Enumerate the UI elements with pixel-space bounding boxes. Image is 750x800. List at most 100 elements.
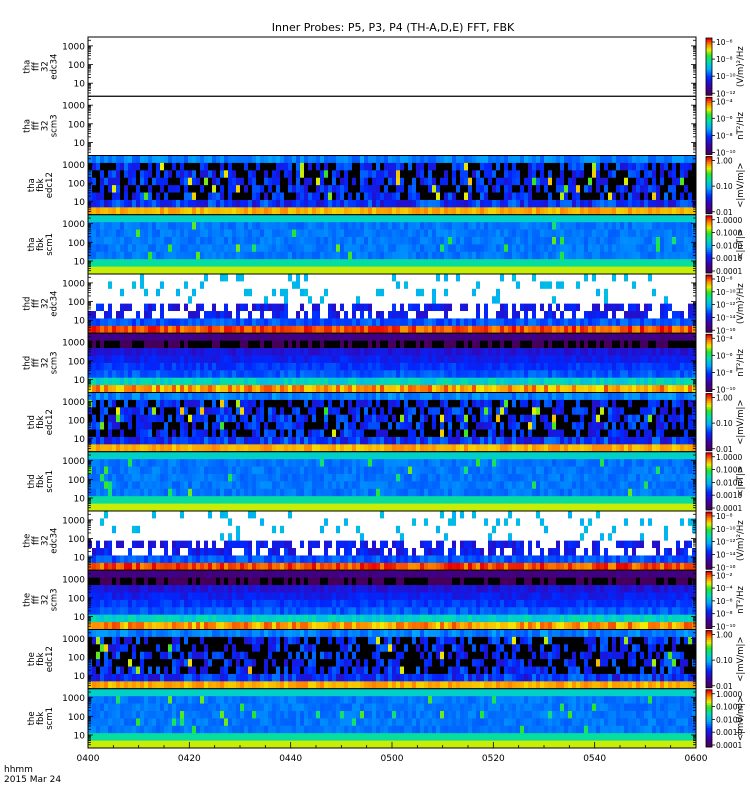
spectrogram-cell xyxy=(204,259,209,267)
spectrogram-cell xyxy=(504,192,509,201)
spectrogram-cell xyxy=(104,377,109,386)
spectrogram-cell xyxy=(636,214,641,223)
spectrogram-cell xyxy=(396,296,401,305)
spectrogram-cell xyxy=(300,192,305,201)
spectrogram-cell xyxy=(480,162,485,171)
spectrogram-cell xyxy=(264,340,269,349)
spectrogram-cell xyxy=(300,185,305,193)
spectrogram-cell xyxy=(608,222,613,230)
spectrogram-cell xyxy=(668,318,673,327)
spectrogram-cell xyxy=(136,214,141,223)
spectrogram-cell xyxy=(624,236,629,245)
spectrogram-cell xyxy=(148,177,153,186)
colorbar-step xyxy=(706,301,712,304)
spectrogram-cell xyxy=(108,244,113,253)
spectrogram-cell xyxy=(320,311,325,319)
spectrogram-cell xyxy=(332,244,337,253)
spectrogram-cell xyxy=(256,236,261,245)
spectrogram-cell xyxy=(460,370,465,379)
spectrogram-cell xyxy=(608,199,613,208)
spectrogram-cell xyxy=(320,244,325,253)
spectrogram-cell xyxy=(132,229,137,238)
spectrogram-cell xyxy=(392,162,397,171)
spectrogram-cell xyxy=(388,162,393,171)
spectrogram-cell xyxy=(436,362,441,371)
spectrogram-cell xyxy=(336,222,341,230)
spectrogram-cell xyxy=(368,325,373,334)
spectrogram-cell xyxy=(632,251,637,260)
spectrogram-cell xyxy=(440,325,445,334)
spectrogram-cell xyxy=(300,281,305,290)
spectrogram-cell xyxy=(416,229,421,238)
spectrogram-cell xyxy=(316,325,321,334)
spectrogram-cell xyxy=(152,333,157,342)
spectrogram-cell xyxy=(208,244,213,253)
spectrogram-cell xyxy=(280,318,285,327)
spectrogram-cell xyxy=(360,199,365,208)
spectrogram-cell xyxy=(260,288,265,297)
spectrogram-cell xyxy=(216,222,221,230)
spectrogram-cell xyxy=(616,244,621,253)
spectrogram-cell xyxy=(520,229,525,238)
spectrogram-cell xyxy=(152,185,157,193)
spectrogram-cell xyxy=(348,340,353,349)
spectrogram-cell xyxy=(140,318,145,327)
y-tick-label: 100 xyxy=(68,298,85,308)
spectrogram-cell xyxy=(524,251,529,260)
spectrogram-cell xyxy=(372,236,377,245)
spectrogram-cell xyxy=(340,155,345,164)
spectrogram-cell xyxy=(380,170,385,179)
spectrogram-cell xyxy=(556,185,561,193)
spectrogram-cell xyxy=(364,199,369,208)
spectrogram-cell xyxy=(588,311,593,319)
spectrogram-cell xyxy=(608,229,613,238)
spectrogram-cell xyxy=(384,266,389,275)
spectrogram-cell xyxy=(276,333,281,342)
spectrogram-cell xyxy=(468,236,473,245)
spectrogram-cell xyxy=(140,303,145,312)
spectrogram-cell xyxy=(536,259,541,267)
spectrogram-cell xyxy=(228,192,233,201)
spectrogram-cell xyxy=(172,236,177,245)
spectrogram-cell xyxy=(228,214,233,223)
spectrogram-cell xyxy=(224,385,229,393)
spectrogram-cell xyxy=(572,318,577,327)
spectrogram-cell xyxy=(532,318,537,327)
spectrogram-cell xyxy=(484,288,489,297)
panel-label-line: tha xyxy=(23,60,33,74)
spectrogram-cell xyxy=(520,325,525,334)
spectrogram-cell xyxy=(376,214,381,223)
spectrogram-cell xyxy=(480,185,485,193)
spectrogram-cell xyxy=(144,288,149,297)
spectrogram-cell xyxy=(420,333,425,342)
spectrogram-cell xyxy=(356,311,361,319)
spectrogram-cell xyxy=(328,192,333,201)
spectrogram-cell xyxy=(144,207,149,216)
spectrogram-cell xyxy=(456,222,461,230)
spectrogram-cell xyxy=(420,340,425,349)
spectrogram-cell xyxy=(544,229,549,238)
spectrogram-cell xyxy=(268,348,273,356)
spectrogram-cell xyxy=(164,340,169,349)
spectrogram-cell xyxy=(484,259,489,267)
spectrogram-cell xyxy=(520,318,525,327)
spectrogram-cell xyxy=(384,303,389,312)
spectrogram-cell xyxy=(88,274,93,282)
spectrogram-cell xyxy=(540,214,545,223)
spectrogram-cell xyxy=(484,333,489,342)
spectrogram-cell xyxy=(236,303,241,312)
spectrogram-cell xyxy=(100,162,105,171)
spectrogram-cell xyxy=(368,370,373,379)
spectrogram-cell xyxy=(192,311,197,319)
spectrogram-cell xyxy=(524,281,529,290)
spectrogram-cell xyxy=(320,155,325,164)
spectrogram-cell xyxy=(224,311,229,319)
spectrogram-cell xyxy=(384,325,389,334)
colorbar-step xyxy=(706,196,712,199)
spectrogram-cell xyxy=(352,162,357,171)
spectrogram-cell xyxy=(528,177,533,186)
spectrogram-cell xyxy=(384,296,389,305)
spectrogram-cell xyxy=(392,377,397,386)
spectrogram-cell xyxy=(268,177,273,186)
spectrogram-cell xyxy=(484,251,489,260)
